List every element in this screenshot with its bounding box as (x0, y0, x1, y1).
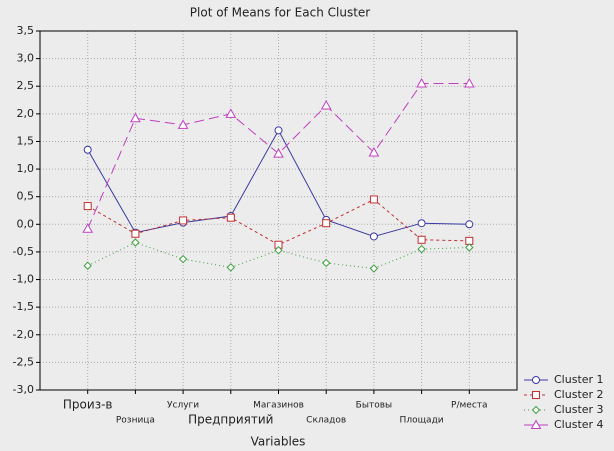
y-tick-label: 2,0 (17, 107, 35, 120)
y-tick-label: 0,0 (17, 217, 35, 230)
marker (530, 419, 542, 429)
x-tick-label: Розница (116, 416, 155, 426)
marker (321, 258, 331, 268)
marker (532, 391, 540, 399)
marker (226, 213, 235, 222)
marker (131, 229, 140, 238)
marker (531, 405, 541, 415)
legend-label: Cluster 4 (554, 418, 604, 431)
marker (273, 148, 284, 158)
y-tick-label: 1,0 (17, 162, 35, 175)
x-tick-label: Магазинов (253, 401, 304, 411)
marker (417, 219, 426, 228)
marker (177, 119, 189, 129)
legend-label: Cluster 3 (554, 403, 604, 416)
legend-label: Cluster 2 (554, 388, 604, 401)
y-tick-label: 0,5 (17, 190, 35, 203)
x-tick-label: Произ-в (63, 398, 113, 412)
marker (465, 243, 474, 252)
marker (178, 254, 188, 264)
marker (417, 244, 426, 254)
marker (274, 246, 283, 255)
marker (179, 216, 188, 225)
y-tick-label: 3,5 (17, 24, 35, 37)
marker (83, 261, 92, 270)
x-tick-label: Площади (400, 416, 444, 426)
marker (463, 77, 475, 88)
chart-title: Plot of Means for Each Cluster (190, 6, 371, 20)
y-tick-label: -1,5 (13, 300, 34, 313)
x-axis-label: Variables (251, 435, 306, 449)
plot-frame (39, 30, 518, 391)
y-tick-label: 3,0 (17, 52, 35, 65)
plot-area (40, 31, 517, 390)
legend-label: Cluster 1 (554, 373, 604, 386)
marker (369, 195, 378, 204)
marker (82, 223, 94, 233)
y-tick-label: -2,0 (13, 328, 34, 341)
x-tick-label: Р/места (451, 401, 488, 411)
marker (369, 232, 378, 241)
marker (368, 146, 380, 157)
marker (416, 77, 427, 88)
x-tick-label: Услуги (167, 401, 199, 411)
y-tick-label: 2,5 (17, 79, 35, 92)
marker (417, 235, 426, 244)
x-tick-label: Складов (306, 416, 346, 426)
marker (83, 145, 92, 154)
y-tick-label: -2,5 (13, 355, 34, 368)
marker (225, 108, 237, 118)
y-tick-label: 1,5 (17, 134, 35, 147)
y-tick-label: -1,0 (13, 273, 34, 286)
marker (130, 112, 141, 123)
marker (320, 100, 332, 110)
marker (226, 263, 236, 272)
y-tick-label: -0,5 (13, 245, 34, 258)
marker (532, 376, 540, 384)
marker (369, 264, 379, 273)
marker (83, 202, 92, 211)
marker (131, 238, 140, 247)
marker (322, 219, 331, 228)
marker (465, 220, 474, 229)
x-tick-label: Предприятий (188, 413, 273, 427)
marker (274, 126, 283, 135)
series-line (87, 198, 470, 246)
y-tick-label: -3,0 (13, 383, 34, 396)
x-tick-label: Бытовы (356, 401, 392, 411)
